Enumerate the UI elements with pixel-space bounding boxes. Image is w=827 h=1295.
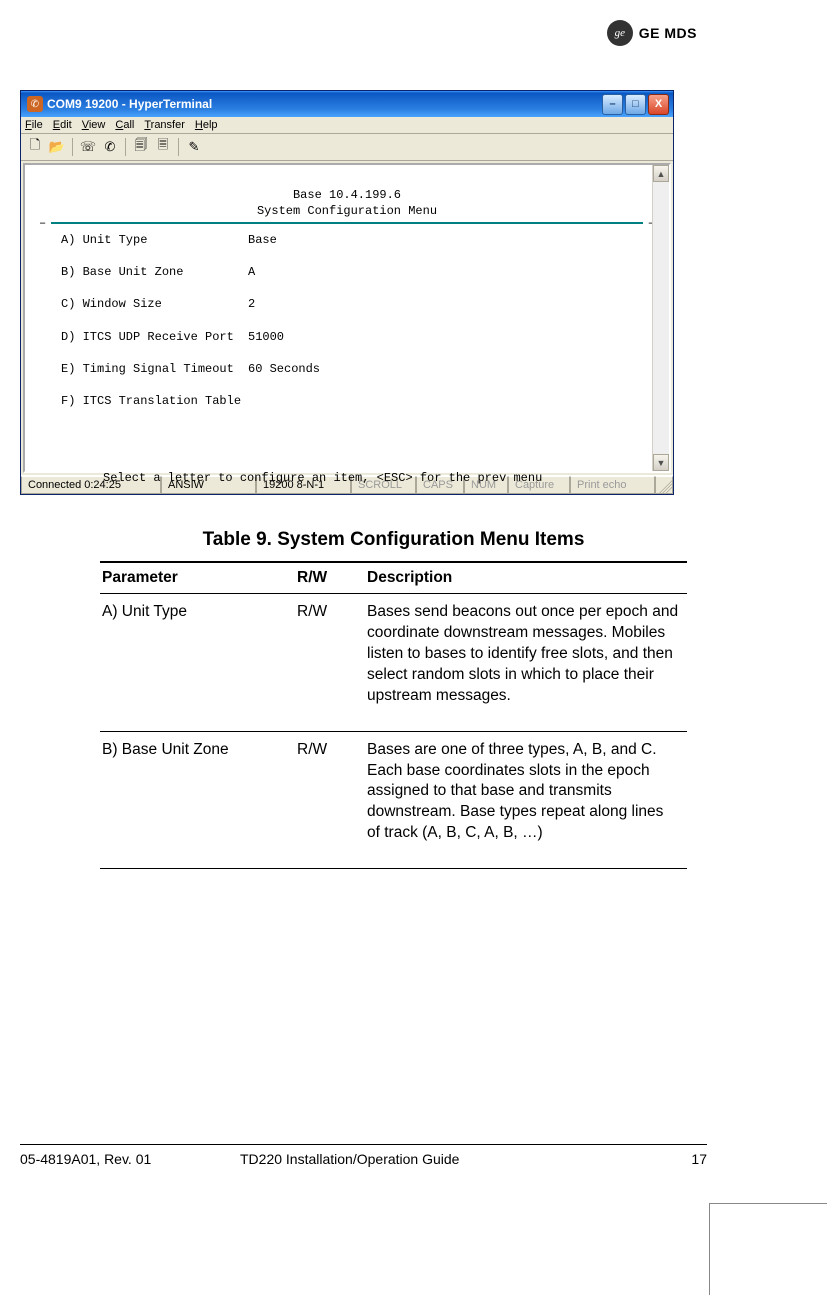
config-table: Parameter R/W Description A) Unit Type R… <box>100 561 687 869</box>
maximize-button[interactable]: □ <box>625 94 646 115</box>
term-row-label: E) Timing Signal Timeout <box>33 361 248 377</box>
cell-rw: R/W <box>295 731 365 869</box>
terminal-rule <box>51 222 643 224</box>
cell-param: A) Unit Type <box>100 594 295 732</box>
vertical-scrollbar[interactable]: ▲ ▼ <box>652 165 669 471</box>
hyperterminal-window: ✆ COM9 19200 - HyperTerminal – □ X File … <box>20 90 674 495</box>
app-icon: ✆ <box>27 96 43 112</box>
table-row: B) Base Unit Zone R/W Bases are one of t… <box>100 731 687 869</box>
terminal-footer: Select a letter to configure an item, <E… <box>33 470 661 486</box>
brand-text: GE MDS <box>639 25 697 41</box>
term-row-label: F) ITCS Translation Table <box>33 393 248 409</box>
open-icon[interactable]: 📂 <box>47 137 67 157</box>
brand-logo: ge GE MDS <box>607 20 697 46</box>
terminal-header-1: Base 10.4.199.6 <box>33 187 661 203</box>
corner-frame <box>709 1203 827 1295</box>
minimize-button[interactable]: – <box>602 94 623 115</box>
footer-docid: 05-4819A01, Rev. 01 <box>20 1151 240 1167</box>
cell-rw: R/W <box>295 594 365 732</box>
col-rw: R/W <box>295 562 365 594</box>
menu-edit[interactable]: Edit <box>53 119 72 131</box>
menu-file[interactable]: File <box>25 119 43 131</box>
window-title: COM9 19200 - HyperTerminal <box>47 97 602 111</box>
properties-icon[interactable]: ✎ <box>184 137 204 157</box>
term-row-value: 51000 <box>248 329 284 345</box>
term-row-label: B) Base Unit Zone <box>33 264 248 280</box>
menu-view[interactable]: View <box>82 119 106 131</box>
toolbar: 🗋 📂 ☏ ✆ 🗐 🗏 ✎ <box>21 134 673 161</box>
col-parameter: Parameter <box>100 562 295 594</box>
term-row-value: Base <box>248 232 277 248</box>
term-row-value: A <box>248 264 255 280</box>
cell-param: B) Base Unit Zone <box>100 731 295 869</box>
footer-pagenum: 17 <box>667 1151 707 1167</box>
disconnect-icon[interactable]: ✆ <box>100 137 120 157</box>
footer-title: TD220 Installation/Operation Guide <box>240 1151 667 1167</box>
scroll-down-icon[interactable]: ▼ <box>653 454 669 471</box>
close-button[interactable]: X <box>648 94 669 115</box>
term-row-label: C) Window Size <box>33 296 248 312</box>
menu-transfer[interactable]: Transfer <box>144 119 185 131</box>
terminal-header-2: System Configuration Menu <box>33 203 661 219</box>
new-icon[interactable]: 🗋 <box>25 137 45 157</box>
connect-icon[interactable]: ☏ <box>78 137 98 157</box>
terminal-output: Base 10.4.199.6System Configuration Menu… <box>25 165 669 524</box>
menu-bar: File Edit View Call Transfer Help <box>21 117 673 134</box>
ge-monogram-icon: ge <box>607 20 633 46</box>
menu-call[interactable]: Call <box>115 119 134 131</box>
cell-desc: Bases are one of three types, A, B, and … <box>365 731 687 869</box>
send-icon[interactable]: 🗐 <box>131 137 151 157</box>
term-row-label: D) ITCS UDP Receive Port <box>33 329 248 345</box>
menu-help[interactable]: Help <box>195 119 218 131</box>
term-row-value: 2 <box>248 296 255 312</box>
page-footer: 05-4819A01, Rev. 01 TD220 Installation/O… <box>20 1144 707 1167</box>
table-row: A) Unit Type R/W Bases send beacons out … <box>100 594 687 732</box>
window-titlebar[interactable]: ✆ COM9 19200 - HyperTerminal – □ X <box>21 91 673 117</box>
term-row-value: 60 Seconds <box>248 361 320 377</box>
term-row-label: A) Unit Type <box>33 232 248 248</box>
scroll-up-icon[interactable]: ▲ <box>653 165 669 182</box>
cell-desc: Bases send beacons out once per epoch an… <box>365 594 687 732</box>
col-description: Description <box>365 562 687 594</box>
receive-icon[interactable]: 🗏 <box>153 137 173 157</box>
table-title: Table 9. System Configuration Menu Items <box>100 529 687 551</box>
